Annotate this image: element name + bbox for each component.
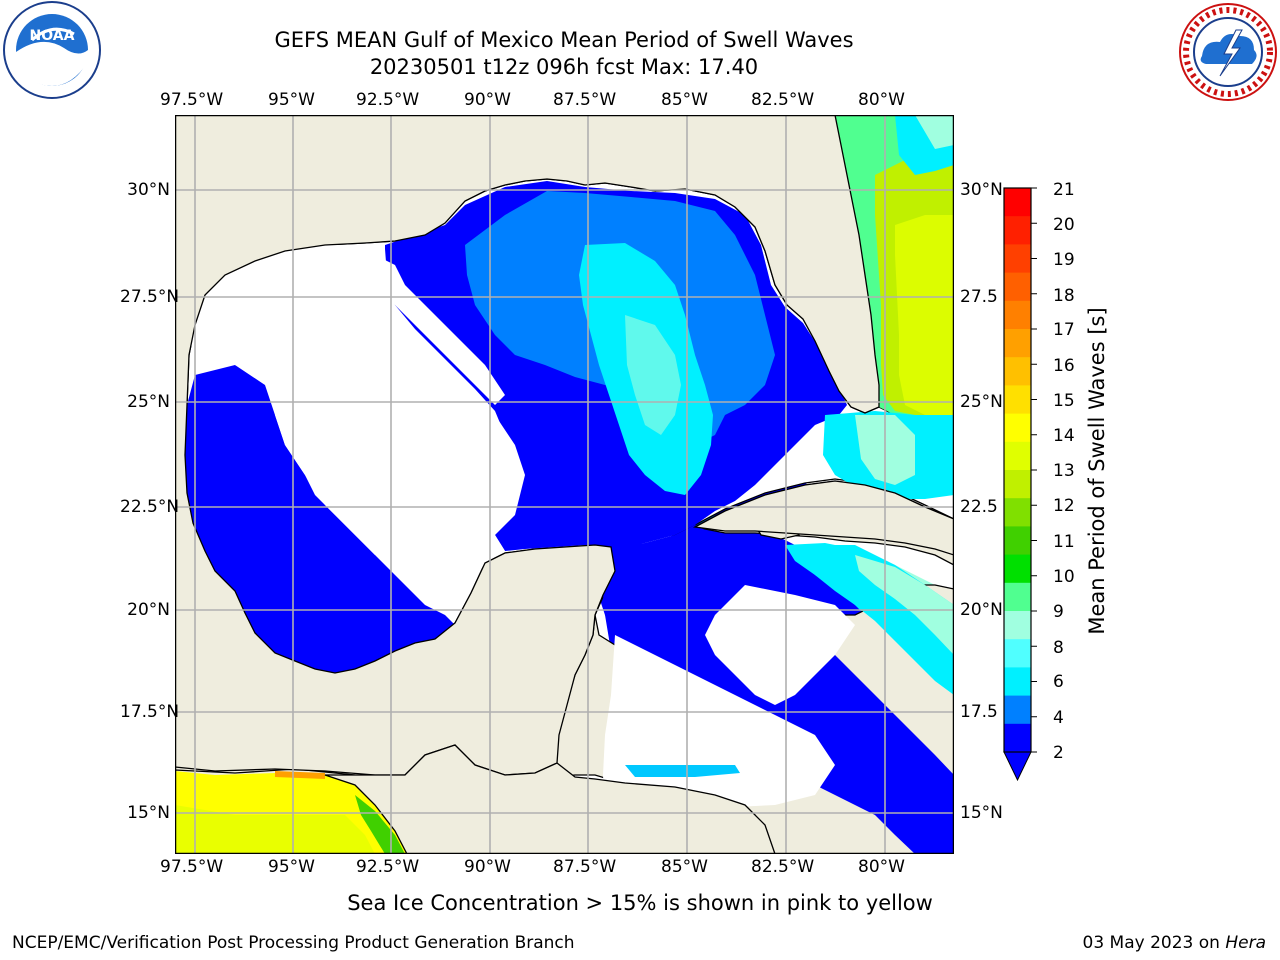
lat-label-right: 17.5 (960, 702, 998, 722)
colorbar-tick: 11 (1053, 532, 1075, 552)
map-gridlines (175, 115, 954, 854)
lon-label-top: 92.5°W (356, 90, 420, 110)
colorbar-segment (1004, 611, 1031, 640)
lat-label-right: 27.5 (960, 287, 998, 307)
colorbar-segment (1004, 470, 1031, 499)
colorbar-tick: 8 (1053, 638, 1064, 658)
colorbar-tick: 10 (1053, 567, 1075, 587)
lon-label-bottom: 92.5°W (356, 857, 420, 877)
colorbar-segment (1004, 216, 1031, 245)
colorbar-segment (1004, 526, 1031, 556)
colorbar-extend-arrow (1003, 751, 1032, 782)
lon-label-top: 87.5°W (553, 90, 617, 110)
footer-machine: Hera (1225, 933, 1266, 953)
colorbar-segment (1004, 329, 1031, 358)
colorbar-segment (1004, 441, 1031, 471)
colorbar-segment (1004, 639, 1031, 668)
land-masses (175, 115, 954, 854)
colorbar-segment (1004, 695, 1031, 725)
colorbar-segment (1004, 244, 1031, 274)
lon-label-top: 95°W (268, 90, 315, 110)
lat-label-left: 20°N (127, 600, 170, 620)
nws-logo (1179, 3, 1277, 101)
colorbar-segment (1004, 667, 1031, 697)
colorbar-tick: 9 (1053, 602, 1064, 622)
lon-label-bottom: 90°W (464, 857, 511, 877)
colorbar-tick: 17 (1053, 320, 1075, 340)
chart-subtitle: 20230501 t12z 096h fcst Max: 17.40 (369, 55, 759, 79)
lat-label-left: 25°N (127, 392, 170, 412)
lat-label-right: 20°N (960, 600, 1003, 620)
lon-label-top: 90°W (464, 90, 511, 110)
colorbar-segment (1004, 188, 1031, 217)
colorbar-tick: 20 (1053, 215, 1075, 235)
lon-label-bottom: 85°W (661, 857, 708, 877)
footer-date-text: 03 May 2023 on (1082, 933, 1226, 953)
colorbar-segment (1004, 582, 1031, 612)
lat-label-right: 30°N (960, 180, 1003, 200)
footer-date: 03 May 2023 on Hera (1083, 933, 1267, 953)
lat-label-left: 22.5°N (120, 497, 180, 517)
colorbar-segment (1004, 272, 1031, 302)
map-frame (175, 115, 954, 854)
colorbar-label: Mean Period of Swell Waves [s] (1085, 307, 1109, 635)
lon-label-top: 82.5°W (751, 90, 815, 110)
lat-label-left: 30°N (127, 180, 170, 200)
colorbar (1003, 187, 1037, 782)
colorbar-segment (1004, 357, 1031, 386)
sea-ice-note: Sea Ice Concentration > 15% is shown in … (347, 891, 933, 915)
lat-label-left: 17.5°N (120, 702, 180, 722)
lat-label-right: 22.5 (960, 497, 998, 517)
colorbar-tick: 13 (1053, 461, 1075, 481)
colorbar-segment (1004, 723, 1031, 753)
colorbar-segment (1004, 413, 1031, 443)
caribbean-swell-fields (595, 525, 954, 854)
noaa-logo-text: NOAA (30, 28, 75, 44)
lat-label-left: 27.5°N (120, 287, 180, 307)
colorbar-tick: 6 (1053, 672, 1064, 692)
chart-title: GEFS MEAN Gulf of Mexico Mean Period of … (274, 28, 854, 52)
lon-label-top: 80°W (858, 90, 905, 110)
colorbar-tick: 12 (1053, 496, 1075, 516)
lon-label-bottom: 95°W (268, 857, 315, 877)
lat-label-right: 15°N (960, 803, 1003, 823)
colorbar-segment (1004, 554, 1031, 584)
colorbar-tick: 15 (1053, 391, 1075, 411)
colorbar-tick: 18 (1053, 286, 1075, 306)
colorbar-segment (1004, 498, 1031, 527)
colorbar-tick: 19 (1053, 250, 1075, 270)
colorbar-tick: 4 (1053, 708, 1064, 728)
lon-label-top: 85°W (661, 90, 708, 110)
footer-organization: NCEP/EMC/Verification Post Processing Pr… (12, 933, 575, 953)
colorbar-segment (1004, 300, 1031, 330)
noaa-logo: NOAA (3, 1, 101, 99)
colorbar-tick: 21 (1053, 180, 1075, 200)
map-panel (175, 115, 954, 854)
colorbar-segment (1004, 385, 1031, 415)
gulf-swell-fields (185, 181, 847, 673)
lon-label-bottom: 97.5°W (160, 857, 224, 877)
colorbar-tick: 16 (1053, 356, 1075, 376)
lat-label-right: 25°N (960, 392, 1003, 412)
colorbar-tick: 2 (1053, 743, 1064, 763)
lon-label-bottom: 82.5°W (751, 857, 815, 877)
colorbar-tick: 14 (1053, 426, 1075, 446)
lon-label-bottom: 80°W (858, 857, 905, 877)
lon-label-bottom: 87.5°W (553, 857, 617, 877)
lon-label-top: 97.5°W (160, 90, 224, 110)
lat-label-left: 15°N (127, 803, 170, 823)
